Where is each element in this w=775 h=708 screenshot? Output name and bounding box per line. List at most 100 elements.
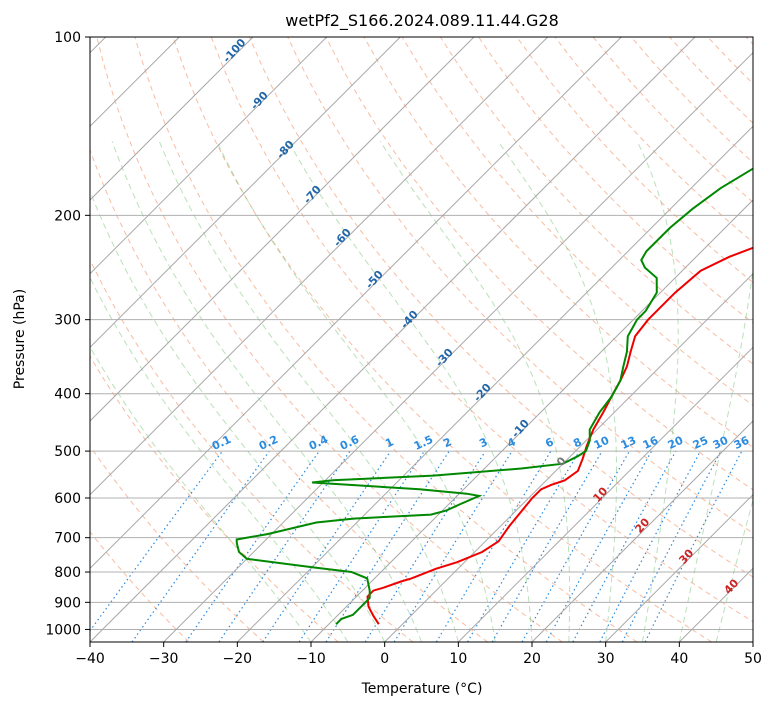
dry-adiabat-line <box>90 355 339 642</box>
y-axis: 100 200 300 400 500 600 700 800 900 1000 <box>45 30 90 638</box>
isotherm-line <box>678 567 753 642</box>
moist-adiabat-label: 30 <box>676 546 696 566</box>
isotherm-line <box>752 641 753 642</box>
moist-adiabat-line <box>636 141 679 642</box>
x-axis-label: Temperature (°C) <box>361 681 483 697</box>
x-tick-label: 20 <box>523 651 541 667</box>
mixing-ratio-line <box>185 450 320 642</box>
isotherm-line <box>605 493 753 642</box>
x-tick-label: 0 <box>380 651 389 667</box>
dry-adiabat-line <box>401 37 753 406</box>
dry-adiabat-label: -30 <box>433 346 456 370</box>
y-tick-label: 500 <box>54 444 81 460</box>
y-tick-label: 400 <box>54 387 81 403</box>
adiabat-labels: -100-90-80-70-60-50-40-30-20-10010203040… <box>210 36 752 597</box>
y-axis-label: Pressure (hPa) <box>12 289 28 389</box>
mixing-ratio-label: 1 <box>383 435 395 450</box>
mixing-ratio-line <box>90 450 223 632</box>
x-tick-label: −40 <box>75 651 105 667</box>
mixing-ratio-label: 1.5 <box>412 433 435 453</box>
moist-adiabat-line <box>90 345 312 642</box>
dry-adiabat-line <box>210 37 753 623</box>
mixing-ratio-label: 20 <box>666 434 686 452</box>
mixing-ratio-line <box>521 450 631 642</box>
dry-adiabat-line <box>325 37 753 491</box>
dry-adiabat-line <box>745 37 753 45</box>
moist-adiabat-line <box>216 141 496 642</box>
isotherm-line <box>90 37 328 275</box>
isotherm-line <box>90 37 622 570</box>
mixing-ratio-line <box>572 450 677 642</box>
mixing-ratio-line <box>435 450 552 642</box>
mixing-ratio-label: 16 <box>641 434 661 452</box>
x-tick-label: 10 <box>449 651 467 667</box>
moist-adiabat-line <box>678 265 753 642</box>
moist-adiabat-label: 0 <box>554 454 569 469</box>
dry-adiabat-label: -100 <box>220 36 248 65</box>
dry-adiabat-line <box>439 37 753 365</box>
dry-adiabat-line <box>90 258 414 642</box>
isotherm-line <box>310 199 753 642</box>
x-axis: −40 −30 −20 −10 0 10 20 30 40 50 <box>75 642 762 667</box>
y-tick-label: 700 <box>54 531 81 547</box>
isotherm-line <box>384 272 753 642</box>
dry-adiabat-line <box>90 445 264 642</box>
y-tick-label: 900 <box>54 595 81 611</box>
mixing-ratio-label: 36 <box>732 434 752 452</box>
dry-adiabat-line <box>707 37 753 85</box>
dry-adiabat-line <box>172 37 712 642</box>
dry-adiabat-label: -90 <box>248 89 271 113</box>
x-tick-label: −10 <box>296 651 326 667</box>
x-tick-label: −20 <box>223 651 253 667</box>
dry-adiabat-label: -40 <box>398 308 421 332</box>
mixing-ratio-label: 25 <box>691 434 710 452</box>
x-tick-label: 30 <box>597 651 615 667</box>
x-tick-label: 40 <box>670 651 688 667</box>
dry-adiabat-label: -20 <box>471 381 494 405</box>
moist-adiabat-line <box>715 498 753 642</box>
background-lines <box>90 37 753 642</box>
dry-adiabat-line <box>90 148 488 642</box>
dry-adiabat-line <box>554 37 753 243</box>
dry-adiabat-label: -80 <box>274 138 297 162</box>
x-tick-label: 50 <box>744 651 762 667</box>
isotherm-line <box>531 420 753 642</box>
mixing-ratio-label: 0.6 <box>338 433 361 453</box>
isotherm-line <box>90 37 401 349</box>
mixing-ratio-label: 0.2 <box>257 433 280 453</box>
mixing-ratio-label: 30 <box>711 434 731 452</box>
y-tick-label: 600 <box>54 491 81 507</box>
isobar-gridlines <box>90 37 753 630</box>
isotherm-line <box>236 125 753 642</box>
y-tick-label: 800 <box>54 565 81 581</box>
dry-adiabat-line <box>134 37 638 642</box>
dry-adiabat-line <box>249 37 753 578</box>
isotherm-line <box>90 37 254 201</box>
moist-adiabat-label: 10 <box>590 484 610 504</box>
mixing-ratio-line <box>393 450 513 642</box>
profile-series <box>235 167 753 625</box>
mixing-ratio-line <box>644 450 743 642</box>
isotherm-line <box>457 346 753 642</box>
mixing-ratio-line <box>262 450 392 642</box>
moist-adiabat-label: 20 <box>632 515 652 535</box>
plot-frame <box>89 36 754 643</box>
mixing-ratio-label: 10 <box>592 434 612 452</box>
mixing-ratio-label: 8 <box>571 435 583 450</box>
y-tick-label: 200 <box>54 208 81 224</box>
dry-adiabat-label: -50 <box>363 268 386 292</box>
mixing-ratio-label: 0.1 <box>210 433 233 453</box>
mixing-ratio-label: 2 <box>441 435 453 450</box>
isotherm-line <box>90 37 549 496</box>
dry-adiabat-label: -60 <box>331 226 354 250</box>
mixing-ratio-label: 13 <box>619 434 638 452</box>
isotherm-line <box>163 51 753 642</box>
moist-adiabat-label: 40 <box>721 576 741 596</box>
y-tick-label: 1000 <box>45 622 81 638</box>
isotherm-line <box>90 37 696 642</box>
dry-adiabat-label: -70 <box>301 183 324 207</box>
x-tick-label: −30 <box>149 651 179 667</box>
isotherm-line <box>90 37 475 422</box>
isotherm-gridlines <box>90 37 753 642</box>
